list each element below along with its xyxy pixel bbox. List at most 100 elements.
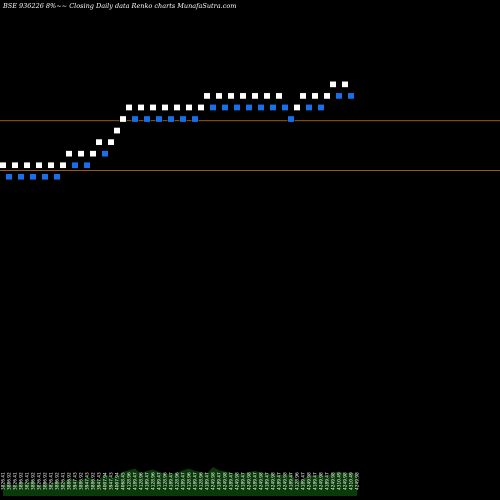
volume-area-shape <box>3 467 357 496</box>
price-label: 3886.92 <box>55 472 61 490</box>
price-label: 4189.47 <box>205 472 211 490</box>
renko-brick <box>77 150 85 158</box>
chart-title: BSE 936226 8%~~ Closing Daily data Renko… <box>3 2 237 10</box>
renko-brick <box>119 115 127 123</box>
price-label: 4128.96 <box>295 472 301 490</box>
price-label: 3886.92 <box>19 472 25 490</box>
price-label: 4068.45 <box>121 472 127 490</box>
renko-brick <box>335 92 343 100</box>
price-label: 4189.47 <box>229 472 235 490</box>
price-label: 4189.47 <box>301 472 307 490</box>
renko-brick <box>137 104 145 111</box>
renko-brick <box>11 161 19 169</box>
price-label: 3886.92 <box>79 472 85 490</box>
renko-brick <box>167 115 175 123</box>
renko-brick <box>287 115 295 123</box>
price-label: 4007.94 <box>115 472 121 490</box>
price-label: 4249.98 <box>307 472 313 490</box>
price-label: 4189.47 <box>169 472 175 490</box>
price-label: 4249.98 <box>223 472 229 490</box>
price-label: 4189.47 <box>181 472 187 490</box>
renko-brick <box>17 173 25 181</box>
price-label: 4128.96 <box>127 472 133 490</box>
price-label: 4189.47 <box>277 472 283 490</box>
renko-brick <box>203 92 211 100</box>
renko-brick <box>113 127 121 134</box>
price-label: 3947.43 <box>109 472 115 490</box>
price-label: 4189.47 <box>325 472 331 490</box>
price-label: 4189.47 <box>313 472 319 490</box>
renko-brick <box>161 104 169 111</box>
price-label: 4128.96 <box>175 472 181 490</box>
price-label: 4128.96 <box>151 472 157 490</box>
price-label: 4249.98 <box>283 472 289 490</box>
price-labels: 3826.41 3886.92 3826.41 3886.92 3826.41 3886.… <box>1 472 361 490</box>
price-label: 4128.96 <box>163 472 169 490</box>
price-label: 3886.92 <box>91 472 97 490</box>
renko-brick <box>299 92 307 100</box>
renko-brick <box>35 161 43 169</box>
price-label: 4189.47 <box>253 472 259 490</box>
price-label: 4249.98 <box>271 472 277 490</box>
renko-brick <box>29 173 37 181</box>
renko-brick <box>107 138 115 146</box>
renko-brick <box>317 104 325 111</box>
price-label: 4189.47 <box>157 472 163 490</box>
renko-brick <box>185 104 193 111</box>
renko-brick <box>5 173 13 181</box>
renko-brick <box>95 138 103 146</box>
renko-brick <box>125 104 133 111</box>
price-label: 3826.41 <box>61 472 67 490</box>
renko-brick <box>329 81 337 88</box>
renko-brick <box>275 92 283 100</box>
renko-brick <box>269 104 277 111</box>
renko-brick <box>257 104 265 111</box>
price-label: 3947.43 <box>97 472 103 490</box>
price-label: 4249.98 <box>331 472 337 490</box>
renko-brick <box>23 161 31 169</box>
renko-brick <box>341 81 349 88</box>
price-label: 3826.41 <box>13 472 19 490</box>
renko-brick <box>197 104 205 111</box>
price-label: 3947.43 <box>73 472 79 490</box>
price-label: 4007.94 <box>103 472 109 490</box>
renko-brick <box>131 115 139 123</box>
price-label: 3826.41 <box>25 472 31 490</box>
renko-brick <box>47 161 55 169</box>
renko-brick <box>89 150 97 158</box>
renko-brick <box>173 104 181 111</box>
price-label: 4189.47 <box>265 472 271 490</box>
price-label: 4189.47 <box>145 472 151 490</box>
price-label: 4249.98 <box>259 472 265 490</box>
renko-brick <box>323 92 331 100</box>
price-label: 3886.92 <box>31 472 37 490</box>
price-label: 3886.92 <box>43 472 49 490</box>
price-label: 4128.96 <box>199 472 205 490</box>
renko-brick <box>227 92 235 100</box>
renko-brick <box>263 92 271 100</box>
renko-brick <box>251 92 259 100</box>
renko-brick <box>209 104 217 111</box>
renko-brick <box>191 115 199 123</box>
price-label: 4189.47 <box>289 472 295 490</box>
renko-brick <box>59 161 67 169</box>
price-label: 4249.98 <box>235 472 241 490</box>
price-label: 4310.49 <box>337 472 343 490</box>
price-label: 4189.47 <box>217 472 223 490</box>
price-label: 3826.41 <box>49 472 55 490</box>
price-label: 4249.98 <box>211 472 217 490</box>
price-label: 3886.92 <box>7 472 13 490</box>
price-label: 3886.92 <box>67 472 73 490</box>
renko-brick <box>53 173 61 181</box>
renko-brick <box>71 161 79 169</box>
renko-brick <box>239 92 247 100</box>
renko-brick <box>311 92 319 100</box>
renko-brick <box>41 173 49 181</box>
volume-area <box>3 467 357 496</box>
renko-brick <box>293 104 301 111</box>
price-label: 4249.98 <box>355 472 361 490</box>
renko-brick <box>101 150 109 158</box>
renko-bricks <box>0 81 355 181</box>
price-label: 4189.47 <box>133 472 139 490</box>
